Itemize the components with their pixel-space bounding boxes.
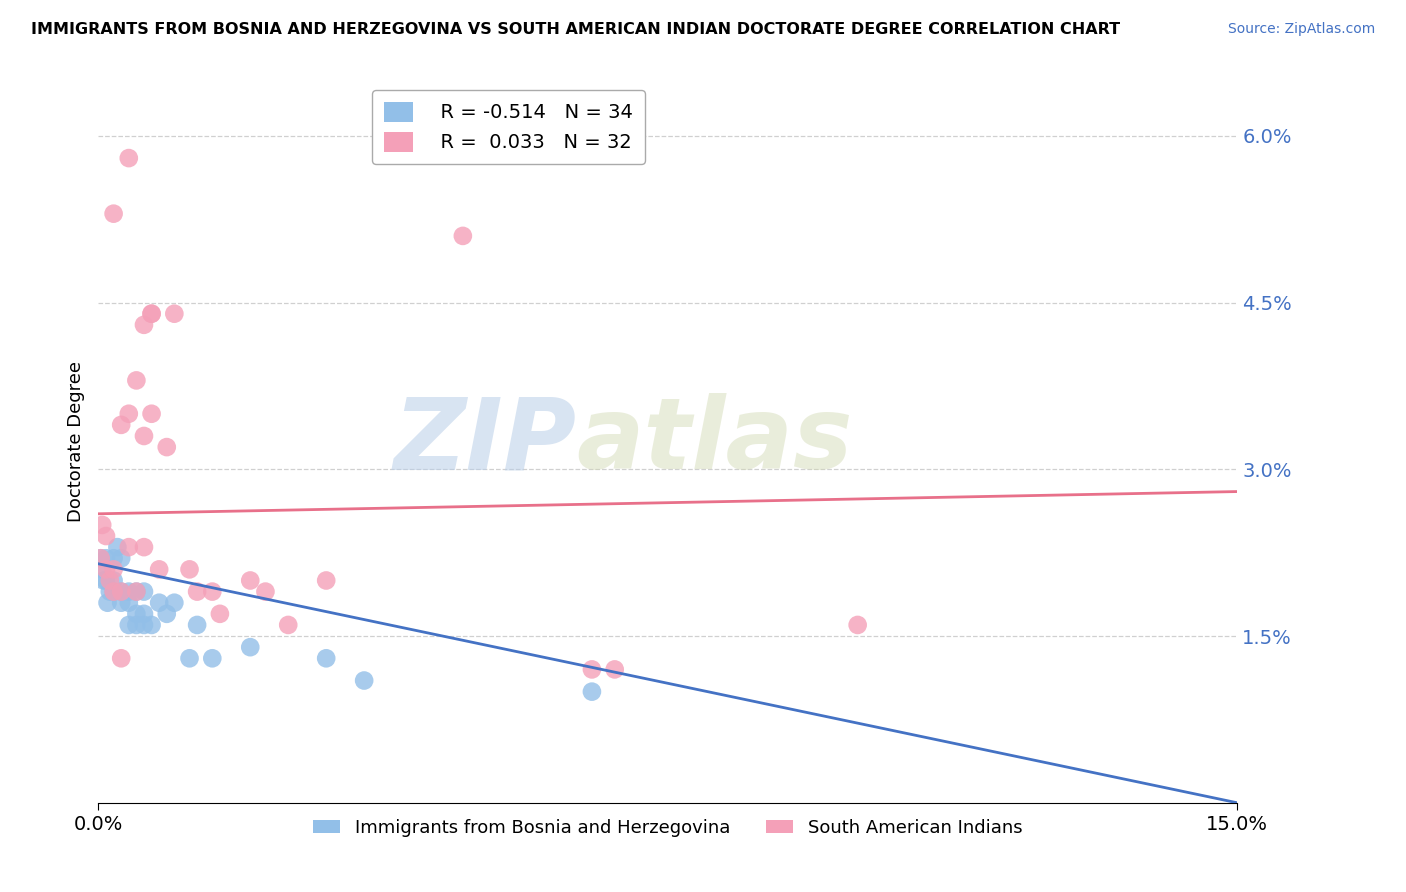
Text: Source: ZipAtlas.com: Source: ZipAtlas.com [1227,22,1375,37]
Point [110,417,132,432]
Point [110,651,132,665]
Point [156,607,179,621]
Point [91,517,114,532]
Point [277,618,299,632]
Point [125,607,148,621]
Point [118,618,141,632]
Point [132,429,155,443]
Point [132,318,155,332]
Point [141,307,163,321]
Point [163,307,186,321]
Point [103,584,125,599]
Point [118,407,141,421]
Point [148,596,170,610]
Text: ZIP: ZIP [394,393,576,490]
Point [103,574,125,588]
Point [103,207,125,221]
Point [581,684,603,698]
Point [98,584,121,599]
Point [315,651,337,665]
Point [94,562,117,576]
Point [148,562,170,576]
Point [125,373,148,387]
Point [90,551,112,566]
Point [132,540,155,554]
Point [103,562,125,576]
Point [163,596,186,610]
Point [110,584,132,599]
Point [353,673,375,688]
Point [125,584,148,599]
Point [118,540,141,554]
Point [186,584,208,599]
Point [451,228,474,243]
Point [179,651,201,665]
Point [118,584,141,599]
Point [581,662,603,676]
Point [141,307,163,321]
Point [118,596,141,610]
Point [156,440,179,454]
Point [94,529,117,543]
Point [141,407,163,421]
Point [110,596,132,610]
Point [110,584,132,599]
Point [125,584,148,599]
Point [90,551,112,566]
Point [201,651,224,665]
Point [132,584,155,599]
Point [107,540,129,554]
Point [846,618,869,632]
Point [603,662,626,676]
Point [179,562,201,576]
Point [110,551,132,566]
Point [94,551,117,566]
Point [132,618,155,632]
Point [96,596,118,610]
Point [186,618,208,632]
Point [315,574,337,588]
Point [254,584,277,599]
Point [239,640,262,655]
Legend: Immigrants from Bosnia and Herzegovina, South American Indians: Immigrants from Bosnia and Herzegovina, … [307,812,1029,845]
Point [141,618,163,632]
Text: IMMIGRANTS FROM BOSNIA AND HERZEGOVINA VS SOUTH AMERICAN INDIAN DOCTORATE DEGREE: IMMIGRANTS FROM BOSNIA AND HERZEGOVINA V… [31,22,1121,37]
Point [208,607,231,621]
Text: atlas: atlas [576,393,853,490]
Point [91,562,114,576]
Point [132,607,155,621]
Point [125,618,148,632]
Y-axis label: Doctorate Degree: Doctorate Degree [66,361,84,522]
Point [93,574,115,588]
Point [103,584,125,599]
Point [201,584,224,599]
Point [103,551,125,566]
Point [94,574,117,588]
Point [239,574,262,588]
Point [118,151,141,165]
Point [98,574,121,588]
